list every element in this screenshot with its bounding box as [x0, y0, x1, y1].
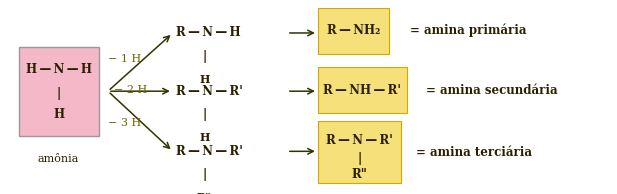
- Text: = amina terciária: = amina terciária: [416, 146, 532, 159]
- Bar: [318, 121, 401, 183]
- Text: |: |: [357, 152, 362, 165]
- Text: R": R": [197, 192, 212, 194]
- Text: − 1 H: − 1 H: [108, 54, 141, 64]
- Text: H: H: [53, 108, 64, 121]
- Text: − 2 H: − 2 H: [114, 85, 147, 95]
- Text: |: |: [202, 168, 206, 181]
- Text: |: |: [202, 108, 206, 121]
- Text: = amina secundária: = amina secundária: [426, 84, 557, 97]
- Text: R — N — R': R — N — R': [176, 145, 242, 158]
- Text: H: H: [199, 132, 209, 143]
- Text: − 3 H: − 3 H: [108, 118, 141, 128]
- Text: H — N — H: H — N — H: [26, 63, 91, 76]
- Text: H: H: [199, 74, 209, 85]
- Text: R — NH — R': R — NH — R': [323, 84, 402, 97]
- Bar: [318, 8, 389, 54]
- Text: |: |: [202, 50, 206, 63]
- Text: R — NH₂: R — NH₂: [326, 23, 380, 37]
- Text: |: |: [57, 87, 60, 100]
- Bar: [19, 47, 99, 136]
- Text: R — N — R': R — N — R': [326, 134, 393, 147]
- Text: = amina primária: = amina primária: [410, 23, 527, 37]
- Text: amônia: amônia: [38, 154, 80, 164]
- Text: R": R": [352, 168, 367, 181]
- Bar: [318, 67, 407, 113]
- Text: R — N — H: R — N — H: [176, 26, 241, 40]
- Text: R — N — R': R — N — R': [176, 85, 242, 98]
